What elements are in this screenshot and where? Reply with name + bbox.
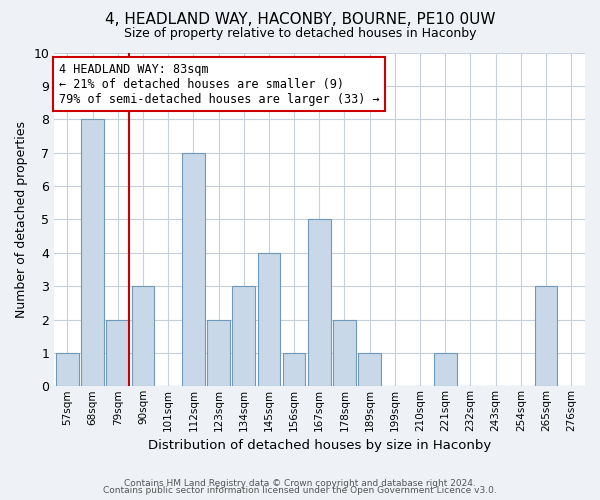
Bar <box>308 220 331 386</box>
Y-axis label: Number of detached properties: Number of detached properties <box>15 121 28 318</box>
Bar <box>207 320 230 386</box>
Text: Contains public sector information licensed under the Open Government Licence v3: Contains public sector information licen… <box>103 486 497 495</box>
X-axis label: Distribution of detached houses by size in Haconby: Distribution of detached houses by size … <box>148 440 491 452</box>
Bar <box>232 286 255 386</box>
Bar <box>131 286 154 386</box>
Bar <box>182 152 205 386</box>
Bar <box>333 320 356 386</box>
Text: 4 HEADLAND WAY: 83sqm
← 21% of detached houses are smaller (9)
79% of semi-detac: 4 HEADLAND WAY: 83sqm ← 21% of detached … <box>59 62 380 106</box>
Bar <box>257 253 280 386</box>
Bar <box>106 320 129 386</box>
Bar <box>535 286 557 386</box>
Bar <box>358 353 381 386</box>
Bar <box>56 353 79 386</box>
Bar <box>283 353 305 386</box>
Bar <box>434 353 457 386</box>
Text: Contains HM Land Registry data © Crown copyright and database right 2024.: Contains HM Land Registry data © Crown c… <box>124 478 476 488</box>
Text: Size of property relative to detached houses in Haconby: Size of property relative to detached ho… <box>124 28 476 40</box>
Text: 4, HEADLAND WAY, HACONBY, BOURNE, PE10 0UW: 4, HEADLAND WAY, HACONBY, BOURNE, PE10 0… <box>105 12 495 28</box>
Bar <box>82 120 104 386</box>
